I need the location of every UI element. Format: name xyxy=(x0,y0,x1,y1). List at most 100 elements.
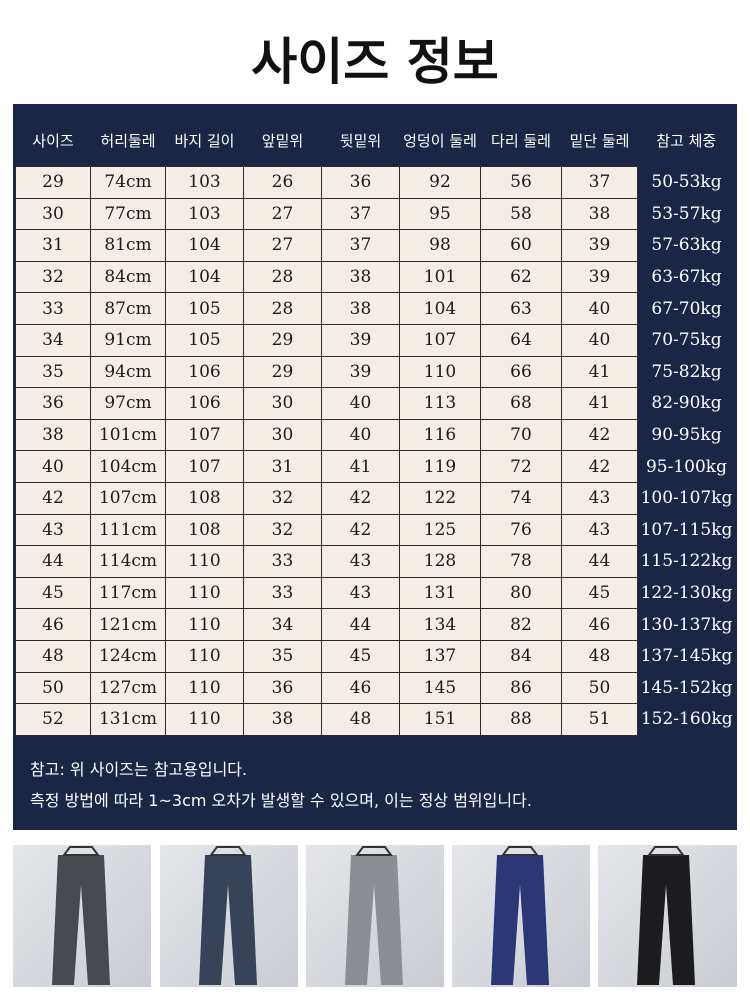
table-cell: 37 xyxy=(321,197,400,231)
table-cell: 38 xyxy=(321,260,400,294)
table-cell: 44 xyxy=(561,545,638,578)
table-cell: 110 xyxy=(165,639,244,673)
notes: 참고: 위 사이즈는 참고용입니다. 측정 방법에 따라 1~3cm 오차가 발생… xyxy=(30,754,532,816)
table-row: 48 124cm 110 35 45 137 84 48 137-145kg xyxy=(15,639,736,673)
table-cell: 35 xyxy=(243,639,322,673)
table-cell: 26 xyxy=(243,166,322,199)
table-cell: 101 xyxy=(399,260,481,294)
table-cell: 134 xyxy=(399,608,481,641)
table-cell: 104 xyxy=(399,292,481,325)
table-cell: 110 xyxy=(165,671,244,705)
table-cell: 103 xyxy=(165,166,244,199)
table-cell: 42 xyxy=(15,481,91,515)
table-cell: 111cm xyxy=(90,513,166,547)
table-cell: 32 xyxy=(243,513,322,547)
table-cell: 104 xyxy=(165,229,244,262)
photo xyxy=(306,845,444,987)
table-cell: 50 xyxy=(561,671,638,705)
table-cell: 44 xyxy=(15,545,91,578)
table-cell: 70 xyxy=(480,418,562,452)
table-cell: 68 xyxy=(480,387,562,420)
table-row: 45 117cm 110 33 43 131 80 45 122-130kg xyxy=(15,576,736,610)
table-cell: 37 xyxy=(321,229,400,262)
table-cell: 105 xyxy=(165,323,244,357)
weight-cell: 75-82kg xyxy=(637,356,736,388)
table-cell: 86 xyxy=(480,671,562,705)
table-cell: 40 xyxy=(15,450,91,483)
table-cell: 81cm xyxy=(90,229,166,262)
weight-cell: 95-100kg xyxy=(637,450,736,483)
table-cell: 33 xyxy=(243,545,322,578)
table-cell: 107 xyxy=(399,323,481,357)
column-header: 사이즈 xyxy=(32,131,74,150)
table-cell: 52 xyxy=(15,703,91,736)
weight-cell: 137-145kg xyxy=(637,640,736,672)
table-cell: 121cm xyxy=(90,608,166,641)
table-row: 40 104cm 107 31 41 119 72 42 95-100kg xyxy=(15,450,736,483)
table-cell: 106 xyxy=(165,355,244,389)
product-photos xyxy=(13,845,737,987)
table-cell: 145 xyxy=(399,671,481,705)
table-cell: 40 xyxy=(321,387,400,420)
column-header: 바지 길이 xyxy=(174,131,235,150)
table-cell: 58 xyxy=(480,197,562,231)
weight-cell: 50-53kg xyxy=(637,166,736,199)
table-cell: 43 xyxy=(561,481,638,515)
table-row: 38 101cm 107 30 40 116 70 42 90-95kg xyxy=(15,418,736,452)
table-cell: 113 xyxy=(399,387,481,420)
table-cell: 107 xyxy=(165,450,244,483)
table-cell: 46 xyxy=(321,671,400,705)
note-line: 참고: 위 사이즈는 참고용입니다. xyxy=(30,760,248,779)
column-header: 앞밑위 xyxy=(261,131,304,150)
table-cell: 31 xyxy=(243,450,322,483)
table-cell: 27 xyxy=(243,197,322,231)
table-cell: 42 xyxy=(321,481,400,515)
table-cell: 119 xyxy=(399,450,481,483)
table-cell: 105 xyxy=(165,292,244,325)
table-cell: 84 xyxy=(480,639,562,673)
table-cell: 43 xyxy=(321,576,400,610)
table-cell: 117cm xyxy=(90,576,166,610)
weight-cell: 152-160kg xyxy=(637,703,736,736)
table-cell: 107cm xyxy=(90,481,166,515)
table-cell: 91cm xyxy=(90,323,166,357)
table-cell: 36 xyxy=(321,166,400,199)
table-row: 44 114cm 110 33 43 128 78 44 115-122kg xyxy=(15,545,736,578)
table-cell: 110 xyxy=(399,355,481,389)
table-cell: 40 xyxy=(321,418,400,452)
table-cell: 43 xyxy=(15,513,91,547)
weight-cell: 57-63kg xyxy=(637,229,736,262)
table-cell: 40 xyxy=(561,292,638,325)
table-cell: 110 xyxy=(165,545,244,578)
table-cell: 127cm xyxy=(90,671,166,705)
table-cell: 31 xyxy=(15,229,91,262)
table-cell: 41 xyxy=(561,387,638,420)
table-cell: 28 xyxy=(243,292,322,325)
table-cell: 30 xyxy=(243,418,322,452)
table-row: 31 81cm 104 27 37 98 60 39 57-63kg xyxy=(15,229,736,262)
table-cell: 131cm xyxy=(90,703,166,736)
table-cell: 88 xyxy=(480,703,562,736)
photo xyxy=(598,845,737,987)
table-cell: 29 xyxy=(15,166,91,199)
table-cell: 45 xyxy=(561,576,638,610)
weight-cell: 100-107kg xyxy=(637,482,736,515)
table-row: 32 84cm 104 28 38 101 62 39 63-67kg xyxy=(15,260,736,294)
table-cell: 77cm xyxy=(90,197,166,231)
table-cell: 82 xyxy=(480,608,562,641)
table-row: 35 94cm 106 29 39 110 66 41 75-82kg xyxy=(15,355,736,389)
table-cell: 78 xyxy=(480,545,562,578)
table-cell: 110 xyxy=(165,608,244,641)
header-row: 사이즈 허리둘레 바지 길이 앞밑위 뒷밑위 엉덩이 둘레 다리 둘레 밑단 둘레 참고 체중 xyxy=(16,114,736,167)
weight-cell: 107-115kg xyxy=(637,514,736,546)
table-cell: 42 xyxy=(561,418,638,452)
table-cell: 108 xyxy=(165,513,244,547)
column-header: 엉덩이 둘레 xyxy=(403,131,477,150)
table-cell: 44 xyxy=(321,608,400,641)
table-cell: 33 xyxy=(243,576,322,610)
table-cell: 39 xyxy=(321,355,400,389)
table-cell: 42 xyxy=(561,450,638,483)
column-header: 뒷밑위 xyxy=(339,131,382,150)
table-row: 43 111cm 108 32 42 125 76 43 107-115kg xyxy=(15,513,736,547)
